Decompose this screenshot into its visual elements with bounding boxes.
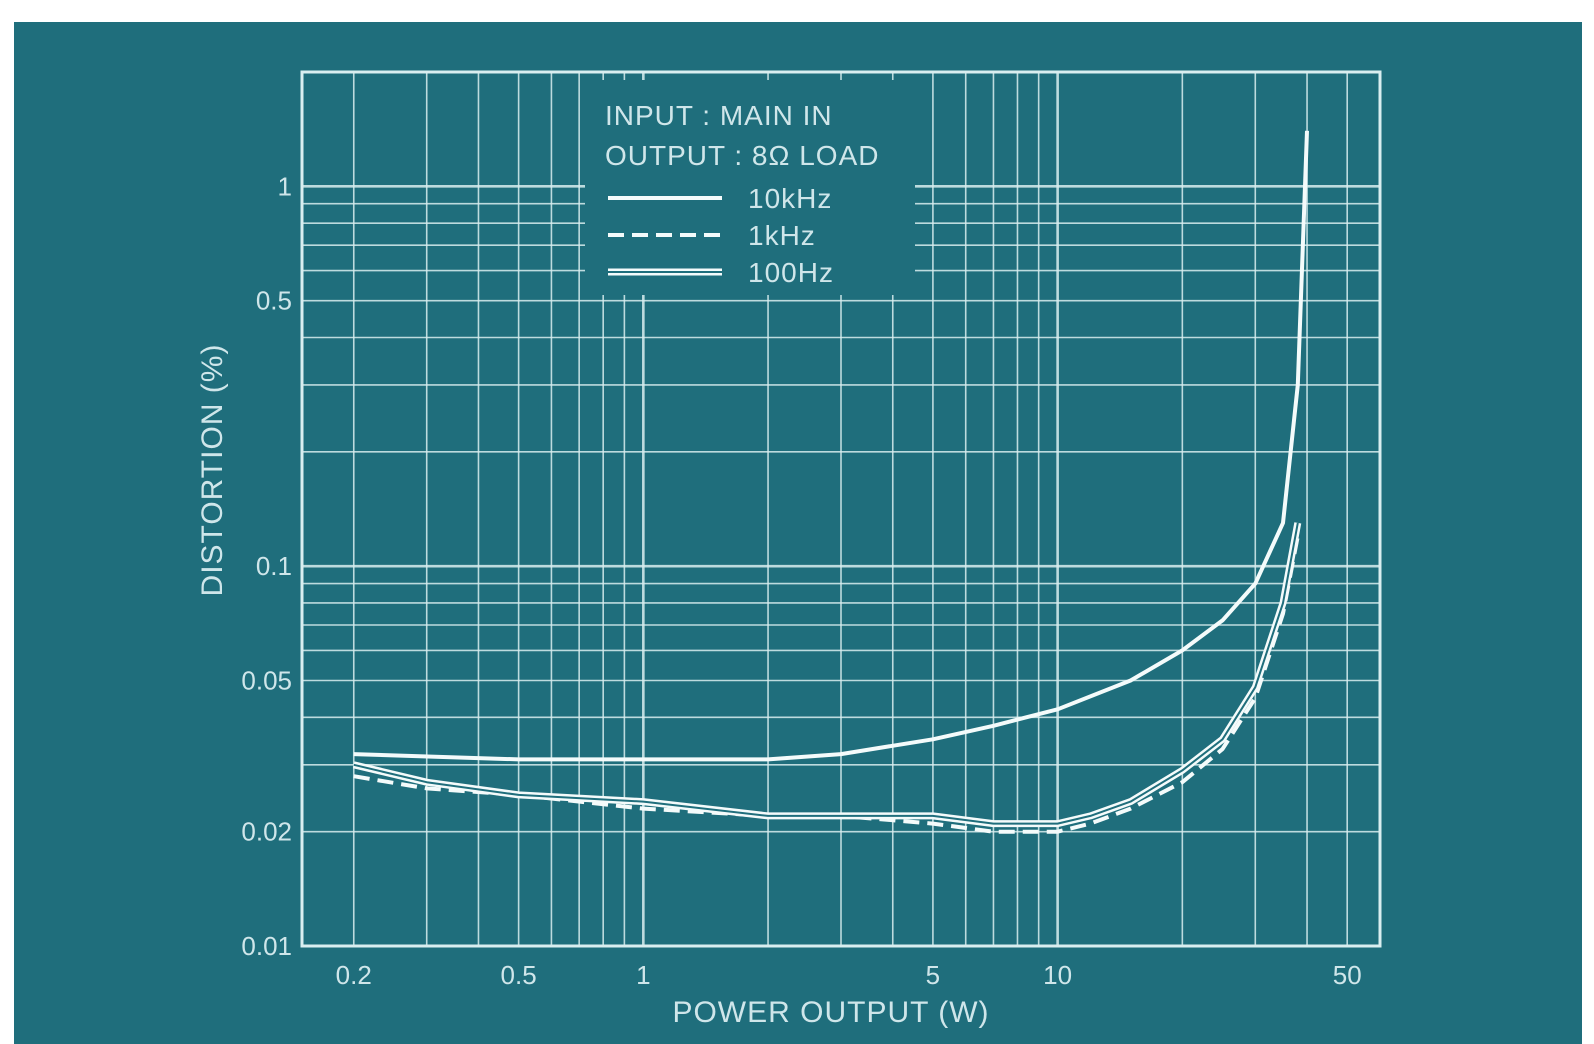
y-axis-label: DISTORTION (%) (196, 344, 229, 597)
legend-header-output: OUTPUT : 8Ω LOAD (605, 140, 879, 171)
x-tick-label: 5 (926, 960, 940, 990)
legend-box (585, 80, 915, 295)
plot-border (300, 70, 1382, 948)
legend-header-input: INPUT : MAIN IN (605, 100, 833, 131)
legend-swatches (608, 196, 722, 276)
y-tick-label: 0.01 (241, 931, 292, 961)
legend-entry-label: 1kHz (748, 220, 816, 251)
y-tick-label: 1 (278, 171, 292, 201)
y-tick-label: 0.05 (241, 666, 292, 696)
x-tick-label: 1 (636, 960, 650, 990)
x-tick-label: 0.5 (501, 960, 537, 990)
y-tick-label: 0.02 (241, 817, 292, 847)
x-tick-label: 50 (1333, 960, 1362, 990)
x-tick-label: 10 (1043, 960, 1072, 990)
y-tick-label: 0.1 (256, 551, 292, 581)
legend-entry-label: 100Hz (748, 257, 834, 288)
x-tick-label: 0.2 (336, 960, 372, 990)
x-axis-label: POWER OUTPUT (W) (672, 996, 989, 1029)
y-tick-label: 0.5 (256, 286, 292, 316)
tick-labels: 0.2 0.5 1 5 10 50 0.01 0.02 0.05 0.1 0.5 1 (241, 171, 1361, 990)
series-line-100hz (352, 522, 1302, 828)
legend-entry-label: 10kHz (748, 183, 832, 214)
series-layer (352, 130, 1309, 834)
series-line-100hz-core (353, 522, 1299, 825)
series-line-10khz (353, 130, 1309, 762)
